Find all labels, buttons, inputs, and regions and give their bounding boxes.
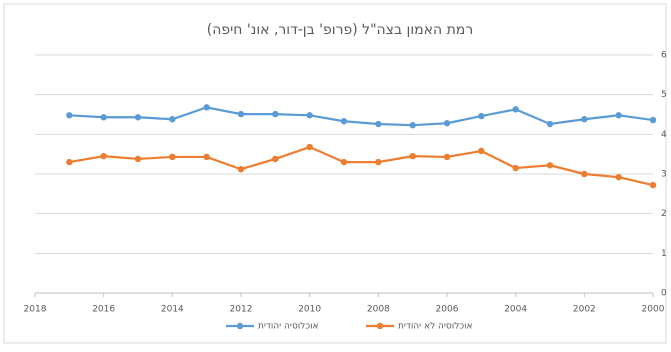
legend-label: אוכלוסיה יהודית	[258, 322, 319, 332]
x-tick-label: 2018	[24, 305, 47, 315]
data-point	[237, 110, 245, 118]
x-tick-label: 2012	[230, 305, 253, 315]
data-point	[66, 158, 73, 166]
x-tick-label: 2008	[367, 305, 390, 315]
data-point	[375, 158, 382, 166]
data-point	[306, 143, 313, 151]
data-point	[134, 114, 142, 121]
legend-marker	[236, 322, 244, 330]
data-point	[169, 116, 176, 123]
data-point	[546, 162, 554, 169]
data-point	[100, 114, 107, 121]
data-point	[649, 181, 657, 189]
data-point	[272, 155, 279, 163]
data-point	[512, 164, 519, 172]
y-tick-label: 0	[661, 289, 667, 299]
data-point	[581, 170, 588, 178]
data-point	[546, 120, 554, 128]
x-tick-label: 2010	[298, 305, 321, 315]
y-tick-label: 1	[661, 249, 667, 259]
data-point	[615, 112, 622, 119]
x-tick-label: 2006	[436, 305, 459, 315]
data-point	[340, 118, 348, 125]
data-point	[66, 112, 73, 119]
y-tick-label: 4	[661, 130, 667, 140]
data-point	[581, 116, 588, 123]
data-point	[443, 153, 451, 161]
data-point	[340, 158, 348, 166]
x-tick-label: 2014	[161, 305, 184, 315]
data-point	[134, 155, 142, 163]
data-point	[512, 106, 519, 113]
series-line	[69, 145, 654, 187]
y-tick-label: 3	[661, 170, 667, 180]
data-point	[478, 112, 485, 120]
data-point	[375, 120, 382, 128]
data-point	[615, 173, 622, 181]
x-tick-label: 2004	[504, 305, 527, 315]
data-point	[409, 152, 416, 160]
legend-marker	[376, 322, 384, 330]
data-point	[443, 120, 451, 127]
data-point	[237, 166, 245, 173]
data-point	[306, 112, 313, 119]
data-point	[100, 152, 107, 160]
x-tick-label: 2016	[92, 305, 115, 315]
data-point	[649, 116, 657, 124]
data-point	[169, 153, 176, 161]
data-point	[478, 147, 485, 155]
series-line	[69, 106, 654, 127]
data-point	[409, 122, 416, 129]
data-point	[203, 104, 210, 111]
y-tick-label: 2	[661, 209, 667, 219]
y-tick-label: 5	[661, 90, 667, 100]
y-tick-label: 6	[661, 51, 667, 61]
data-point	[272, 110, 279, 118]
x-tick-label: 2000	[642, 305, 665, 315]
chart-title: רמת האמון בצה"ל (פרופ' בן-דור, אונ' חיפה…	[207, 22, 473, 38]
data-point	[203, 153, 210, 161]
legend-label: אוכלוסיה לא יהודית	[398, 322, 473, 332]
x-tick-label: 2002	[573, 305, 596, 315]
